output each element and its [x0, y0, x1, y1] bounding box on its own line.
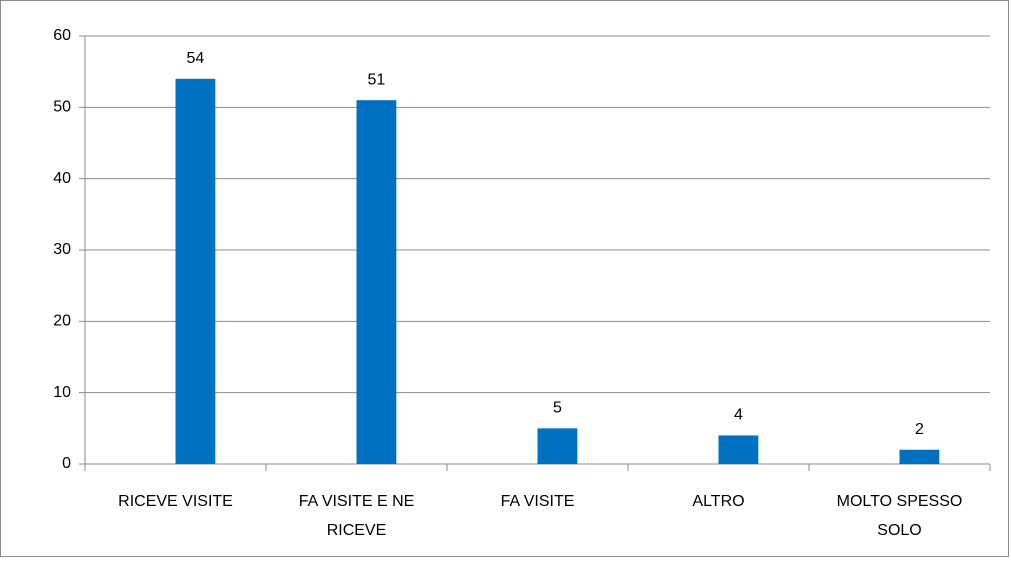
x-tick-label: FA VISITE — [501, 493, 575, 510]
y-tick-label: 30 — [53, 241, 71, 258]
x-tick-label: ALTRO — [692, 493, 744, 510]
y-tick-label: 20 — [53, 313, 71, 330]
y-tick-label: 50 — [53, 99, 71, 116]
y-tick-label: 10 — [53, 384, 71, 401]
x-tick-label: RICEVE VISITE — [118, 493, 233, 510]
bar — [899, 449, 940, 464]
data-label: 5 — [553, 400, 562, 417]
data-label: 2 — [915, 421, 924, 438]
bar — [356, 100, 397, 464]
data-label: 54 — [187, 50, 205, 67]
data-label: 4 — [734, 407, 743, 424]
x-tick-label: FA VISITE E NE RICEVE — [299, 493, 415, 539]
y-tick-label: 0 — [62, 455, 71, 472]
y-tick-label: 60 — [53, 27, 71, 44]
data-label: 51 — [368, 71, 386, 88]
bar — [175, 78, 216, 465]
x-tick-label: MOLTO SPESSO SOLO — [837, 493, 963, 539]
bar — [537, 428, 578, 464]
y-tick-label: 40 — [53, 170, 71, 187]
bar — [718, 435, 759, 464]
